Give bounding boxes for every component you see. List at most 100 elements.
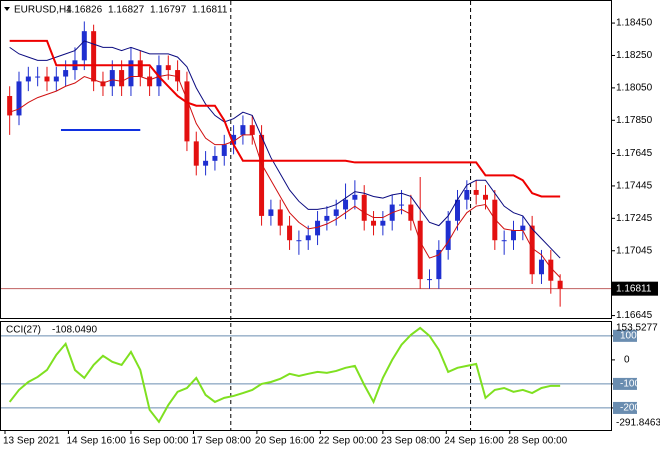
candle-body <box>315 220 321 236</box>
candle-body <box>109 70 115 87</box>
candle-body <box>343 199 349 210</box>
candle-body <box>128 60 134 87</box>
candle-body <box>361 194 367 221</box>
candle-body <box>147 76 153 87</box>
candle-body <box>305 235 311 241</box>
candle-body <box>184 81 190 142</box>
y-tick-label: 1.18450 <box>616 18 653 29</box>
symbol-title: EURUSD,H4 <box>14 5 72 16</box>
y-range-min: -291.8463 <box>616 418 660 429</box>
candle-body <box>445 220 451 250</box>
indicator-line <box>9 74 561 278</box>
x-tick-label: 20 Sep 16:00 <box>255 436 315 447</box>
candle-body <box>492 199 498 241</box>
candle-body <box>296 240 302 242</box>
candle-body <box>538 259 544 275</box>
candle-body <box>16 81 22 116</box>
candle-body <box>240 125 246 135</box>
candle-body <box>221 144 227 156</box>
y-tick-label: 1.17045 <box>616 245 653 256</box>
candle-body <box>175 70 181 82</box>
indicator-label: CCI(27) <box>6 325 41 336</box>
y-tick-label: 1.17645 <box>616 148 653 159</box>
candle-body <box>119 70 125 87</box>
cci-line <box>8 326 561 424</box>
candle-body <box>100 81 106 87</box>
indicator-line <box>9 40 561 259</box>
candle-body <box>417 220 423 280</box>
last-price-box <box>612 281 658 296</box>
candle-body <box>249 125 255 135</box>
candle-body <box>380 220 386 226</box>
indicator-line <box>9 39 561 198</box>
candle-body <box>287 225 293 241</box>
candle-body <box>371 220 377 226</box>
candle-body <box>81 31 87 61</box>
y-tick-label: 1.17245 <box>616 213 653 224</box>
candle-body <box>91 31 97 82</box>
y-tick-label: 1.18250 <box>616 50 653 61</box>
candle-body <box>35 76 41 78</box>
level-box <box>613 329 637 342</box>
y-tick-label: -100 <box>620 379 640 390</box>
candle-body <box>333 209 339 216</box>
candle-body <box>510 230 516 241</box>
candle-body <box>231 134 237 145</box>
y-tick-label: 100 <box>620 331 637 342</box>
candle-body <box>63 70 69 77</box>
dropdown-icon <box>4 7 10 11</box>
candle-body <box>501 240 507 242</box>
candle-body <box>352 194 358 200</box>
candle-body <box>408 204 414 221</box>
x-tick-label: 16 Sep 00:00 <box>129 436 189 447</box>
x-tick-label: 23 Sep 08:00 <box>381 436 441 447</box>
candle-body <box>7 95 13 116</box>
y-tick-label: 1.16645 <box>616 310 653 321</box>
candle-body <box>482 194 488 200</box>
candle-body <box>165 65 171 71</box>
y-tick-label: 1.17850 <box>616 115 653 126</box>
candle-body <box>53 76 59 82</box>
x-tick-label: 24 Sep 16:00 <box>444 436 504 447</box>
y-tick-label: -200 <box>620 403 640 414</box>
quote-value: 1.16811 <box>192 5 228 16</box>
candle-body <box>455 199 461 221</box>
quote-value: 1.16826 <box>66 5 103 16</box>
candle-body <box>548 259 554 281</box>
candle-body <box>529 225 535 275</box>
y-range-max: 153.5277 <box>616 323 658 334</box>
last-price-label: 1.16811 <box>616 283 652 294</box>
candle-body <box>520 225 526 231</box>
candle-body <box>268 209 274 216</box>
candle-body <box>212 155 218 161</box>
y-tick-label: 0 <box>624 355 630 366</box>
x-tick-label: 28 Sep 00:00 <box>508 436 568 447</box>
candle-body <box>436 249 442 280</box>
candle-body <box>137 60 143 77</box>
candle-body <box>25 76 31 82</box>
candle-body <box>277 209 283 226</box>
x-tick-label: 13 Sep 2021 <box>3 436 60 447</box>
candle-body <box>464 189 470 200</box>
x-tick-label: 17 Sep 08:00 <box>191 436 251 447</box>
indicator-value: -108.0490 <box>52 325 97 336</box>
main-panel <box>0 0 612 319</box>
candle-body <box>557 280 563 289</box>
candle-body <box>324 215 330 221</box>
y-tick-label: 1.17445 <box>616 181 653 192</box>
y-tick-label: 1.18050 <box>616 83 653 94</box>
candle-body <box>203 160 209 166</box>
x-tick-label: 22 Sep 00:00 <box>318 436 378 447</box>
level-box <box>613 377 637 390</box>
candle-body <box>259 134 265 216</box>
candle-body <box>399 204 405 206</box>
indicator-panel <box>0 321 612 431</box>
candle-body <box>44 76 50 82</box>
candle-body <box>473 189 479 195</box>
candle-body <box>193 141 199 166</box>
quote-value: 1.16827 <box>108 5 145 16</box>
level-box <box>613 401 637 414</box>
candle-body <box>427 279 433 281</box>
quote-value: 1.16797 <box>150 5 187 16</box>
